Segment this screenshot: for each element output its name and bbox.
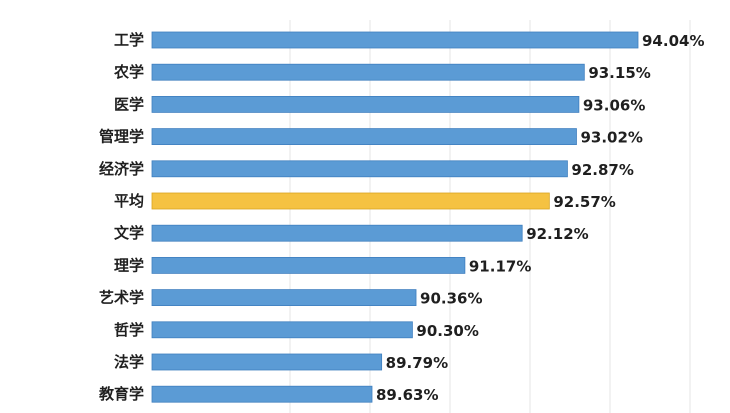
value-label: 90.30% bbox=[416, 322, 478, 340]
value-label: 89.79% bbox=[386, 354, 448, 372]
category-label: 艺术学 bbox=[99, 289, 144, 307]
value-label: 93.02% bbox=[580, 129, 642, 147]
bar-layer bbox=[151, 31, 639, 403]
bar-艺术学 bbox=[151, 289, 417, 307]
value-label: 90.36% bbox=[420, 290, 482, 308]
bar-哲学 bbox=[151, 321, 413, 339]
bar-管理学 bbox=[151, 128, 577, 146]
category-label: 哲学 bbox=[114, 321, 144, 339]
bar-教育学 bbox=[151, 385, 373, 403]
value-label: 92.57% bbox=[553, 193, 615, 211]
category-label: 文学 bbox=[114, 224, 144, 242]
category-label: 教育学 bbox=[98, 385, 144, 403]
category-label: 医学 bbox=[114, 95, 144, 113]
bar-经济学 bbox=[151, 160, 568, 178]
grid-layer bbox=[289, 20, 691, 413]
value-label: 94.04% bbox=[642, 32, 704, 50]
value-label: 91.17% bbox=[469, 257, 531, 275]
bar-文学 bbox=[151, 224, 523, 242]
category-label: 经济学 bbox=[99, 160, 144, 178]
bar-工学 bbox=[151, 31, 639, 49]
bar-医学 bbox=[151, 96, 580, 113]
bar-平均 bbox=[151, 192, 550, 210]
category-label: 农学 bbox=[113, 63, 144, 81]
bar-农学 bbox=[151, 63, 585, 81]
bar-法学 bbox=[151, 353, 383, 371]
category-label: 法学 bbox=[114, 353, 144, 371]
bar-理学 bbox=[151, 256, 466, 274]
value-label: 93.06% bbox=[583, 96, 645, 114]
value-label: 92.12% bbox=[526, 225, 588, 243]
category-label: 理学 bbox=[114, 256, 144, 274]
value-label: 93.15% bbox=[588, 64, 650, 82]
label-layer: 工学 94.04% 农学 93.15% 医学 93.06% 管理学 93.02% 经济学 92.8… bbox=[98, 31, 705, 404]
value-label: 92.87% bbox=[571, 161, 633, 179]
category-label: 平均 bbox=[114, 192, 144, 210]
category-label: 工学 bbox=[114, 31, 144, 49]
value-label: 89.63% bbox=[376, 386, 438, 404]
category-label: 管理学 bbox=[99, 128, 144, 146]
